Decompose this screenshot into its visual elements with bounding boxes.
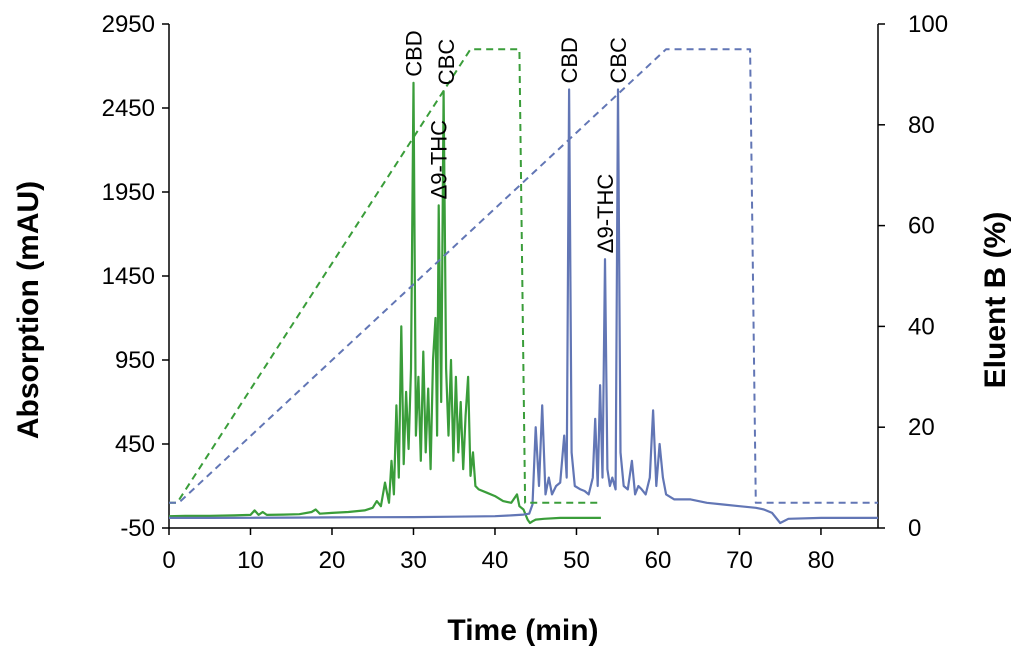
x-tick-label: 40 [482, 547, 509, 574]
series-layer [168, 48, 878, 525]
x-axis-title: Time (min) [447, 614, 598, 647]
y-tick-label: 1450 [102, 263, 155, 290]
peak-label: CBC [606, 37, 631, 84]
gradient-line-blue [169, 48, 878, 504]
y-tick-label: 1950 [102, 179, 155, 206]
y2-tick-label: 20 [908, 414, 935, 441]
peak-label: Δ9-THC [593, 174, 618, 254]
y-axis-title: Absorption (mAU) [12, 181, 45, 439]
x-tick-label: 30 [400, 547, 427, 574]
x-tick-label: 0 [162, 547, 175, 574]
y2-tick-label: 80 [908, 112, 935, 139]
peak-label: Δ9-THC [427, 120, 452, 200]
y-tick-label: 2950 [102, 11, 155, 38]
x-tick-label: 20 [319, 547, 346, 574]
y2-tick-label: 40 [908, 313, 935, 340]
peak-label: CBC [434, 39, 459, 86]
y-tick-label: 2450 [102, 95, 155, 122]
axis-ticks: 0 10 20 30 40 50 60 70 80 -50 450 950 1450 1950 2450 29… [102, 11, 948, 574]
chromatogram-line-green [168, 81, 601, 525]
y-tick-label: 950 [115, 347, 155, 374]
y2-axis-title: Eluent B (%) [979, 212, 1012, 389]
peak-label: CBD [557, 37, 582, 83]
x-tick-label: 60 [645, 547, 672, 574]
y2-tick-label: 100 [908, 11, 948, 38]
y-tick-label: 450 [115, 431, 155, 458]
y-tick-label: -50 [120, 515, 155, 542]
y2-tick-label: 0 [908, 515, 921, 542]
y2-tick-label: 60 [908, 213, 935, 240]
x-tick-label: 70 [726, 547, 753, 574]
peak-label: CBD [402, 30, 427, 76]
x-tick-label: 10 [237, 547, 264, 574]
peak-annotations: CBD Δ9-THC CBC CBD Δ9-THC CBC [402, 30, 632, 253]
x-tick-label: 50 [563, 547, 590, 574]
x-tick-label: 80 [808, 547, 835, 574]
chromatogram-line-blue [169, 88, 878, 525]
